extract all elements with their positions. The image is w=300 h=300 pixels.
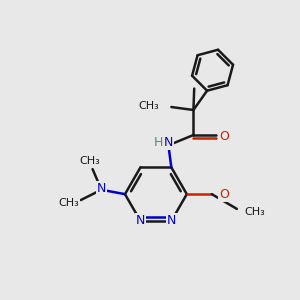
- Text: CH₃: CH₃: [138, 100, 159, 111]
- Text: N: N: [167, 214, 176, 227]
- Text: N: N: [164, 136, 173, 149]
- Text: O: O: [219, 130, 229, 143]
- Text: CH₃: CH₃: [79, 156, 100, 166]
- Text: N: N: [97, 182, 106, 195]
- Text: O: O: [219, 188, 229, 201]
- Text: N: N: [136, 214, 145, 227]
- Text: CH₃: CH₃: [244, 207, 265, 217]
- Text: CH₃: CH₃: [58, 198, 79, 208]
- Text: H: H: [153, 136, 163, 149]
